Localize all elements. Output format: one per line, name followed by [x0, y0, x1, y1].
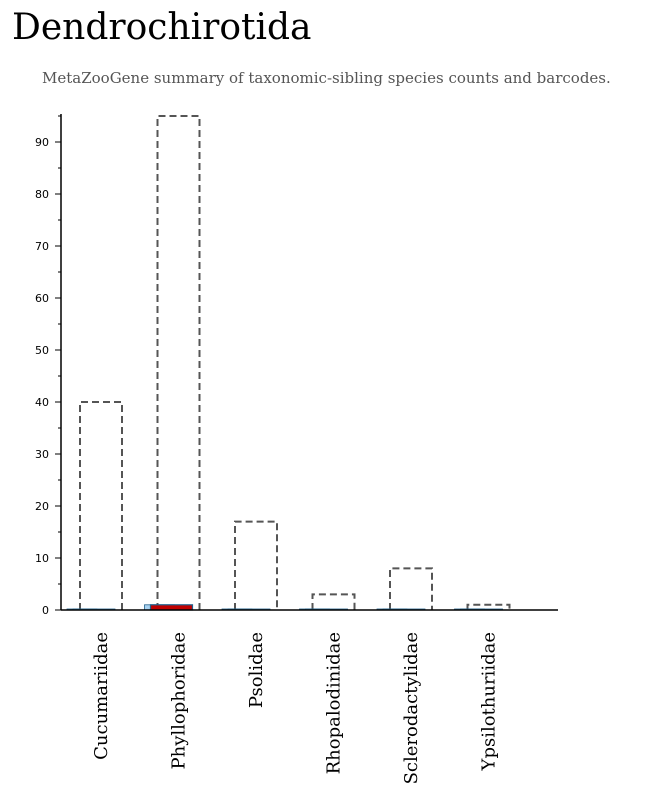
bar-species-rhopalodinidae	[311, 593, 356, 610]
y-tick-label: 20	[35, 500, 49, 513]
bar-species-sclerodactylidae	[389, 567, 433, 610]
y-tick-label: 40	[35, 396, 49, 409]
y-axis: 0 10 20 30 40 50 60 70 80 90	[35, 114, 62, 617]
bar-species-cucumariidae	[79, 401, 123, 610]
x-tick-label: Rhopalodinidae	[324, 632, 345, 774]
y-tick-label: 30	[35, 448, 49, 461]
bar-barcode-dark-phyllophoridae	[149, 604, 194, 611]
y-tick-label: 10	[35, 552, 49, 565]
x-tick-label: Cucumariidae	[91, 632, 112, 760]
x-tick-label: Sclerodactylidae	[401, 632, 422, 784]
x-axis: Cucumariidae Phyllophoridae Psolidae Rhopal…	[61, 609, 558, 784]
y-tick-label: 80	[35, 188, 49, 201]
x-tick-label: Psolidae	[246, 632, 267, 708]
bar-species-ypsilothuriidae	[466, 603, 511, 610]
y-tick-label: 0	[42, 604, 49, 617]
x-tick-label: Ypsilothuriidae	[479, 632, 500, 771]
x-tick-label: Phyllophoridae	[169, 632, 190, 769]
bars-group	[66, 115, 511, 611]
page-subtitle: MetaZooGene summary of taxonomic-sibling…	[42, 69, 611, 87]
bar-species-phyllophoridae	[156, 115, 201, 610]
y-tick-label: 50	[35, 344, 49, 357]
page-title: Dendrochirotida	[12, 7, 312, 48]
y-tick-label: 70	[35, 240, 49, 253]
y-tick-label: 60	[35, 292, 49, 305]
bar-species-psolidae	[234, 520, 278, 610]
y-tick-label: 90	[35, 136, 49, 149]
